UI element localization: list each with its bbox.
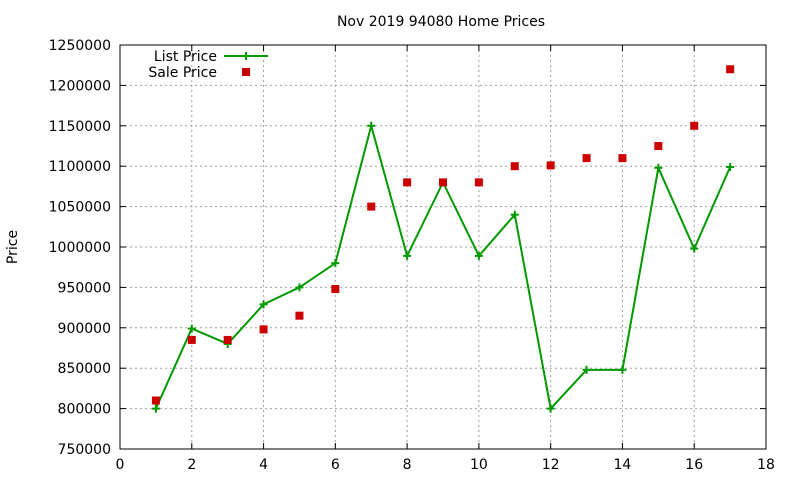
list-price-point [546, 404, 555, 413]
sale-price-point [474, 178, 483, 187]
sale-price-point [295, 311, 304, 320]
y-tick-label: 850000 [58, 361, 111, 377]
legend-label-list-price: List Price [154, 49, 217, 65]
y-tick-label: 1050000 [49, 200, 111, 216]
list-price-point [726, 163, 735, 172]
sale-price-point [151, 396, 160, 405]
x-tick-label: 12 [542, 457, 560, 473]
sale-price-point [546, 161, 555, 170]
y-tick-label: 900000 [58, 321, 111, 337]
sale-price-point [582, 154, 591, 163]
list-price-point [367, 121, 376, 130]
axis-ticks: 0 2 4 6 8 10 12 14 16 18 750000 800000 850000 900000 9… [49, 38, 775, 473]
y-tick-label: 1200000 [49, 78, 111, 94]
list-price-point [690, 244, 699, 253]
sale-price-point [367, 202, 376, 211]
x-tick-label: 6 [331, 457, 340, 473]
x-tick-label: 4 [259, 457, 268, 473]
chart-title: Nov 2019 94080 Home Prices [337, 14, 545, 30]
sale-price-point [439, 178, 447, 187]
y-tick-label: 800000 [58, 402, 111, 418]
y-tick-label: 1100000 [49, 159, 111, 175]
list-price-point [151, 404, 160, 413]
legend-label-sale-price: Sale Price [148, 65, 217, 81]
series-layer [151, 65, 735, 413]
sale-price-point [618, 154, 627, 163]
x-tick-label: 14 [614, 457, 632, 473]
list-price-point [654, 163, 663, 172]
grid-lines [120, 45, 766, 449]
list-price-point [259, 300, 268, 309]
sale-price-point [331, 285, 340, 294]
list-price-point [403, 251, 412, 260]
legend-marker-sale-price [242, 68, 250, 76]
sale-price-point [223, 335, 232, 344]
sale-price-point [510, 162, 519, 171]
y-tick-label: 1000000 [49, 240, 111, 256]
x-tick-label: 16 [685, 457, 703, 473]
x-tick-label: 18 [757, 457, 775, 473]
y-tick-label: 750000 [58, 442, 111, 458]
list-price-point [331, 259, 340, 268]
y-tick-label: 1250000 [49, 38, 111, 54]
sale-price-point [690, 121, 699, 130]
x-tick-label: 10 [470, 457, 488, 473]
sale-price-point [654, 142, 663, 150]
list-price-point [295, 283, 304, 292]
list-price-point [474, 251, 483, 260]
x-tick-label: 0 [116, 457, 125, 473]
list-price-point [510, 210, 519, 219]
sale-price-point [726, 65, 735, 74]
list-price-point [618, 365, 627, 374]
y-tick-label: 950000 [58, 280, 111, 296]
sale-price-point [259, 325, 268, 334]
sale-price-point [403, 178, 412, 187]
legend-marker-list-price [242, 52, 250, 60]
x-tick-label: 2 [187, 457, 196, 473]
y-tick-label: 1150000 [49, 119, 111, 135]
list-price-point [187, 324, 196, 333]
list-price-point [582, 365, 591, 374]
x-tick-label: 8 [403, 457, 412, 473]
sale-price-point [187, 335, 196, 344]
y-axis-label: Price [5, 230, 21, 264]
